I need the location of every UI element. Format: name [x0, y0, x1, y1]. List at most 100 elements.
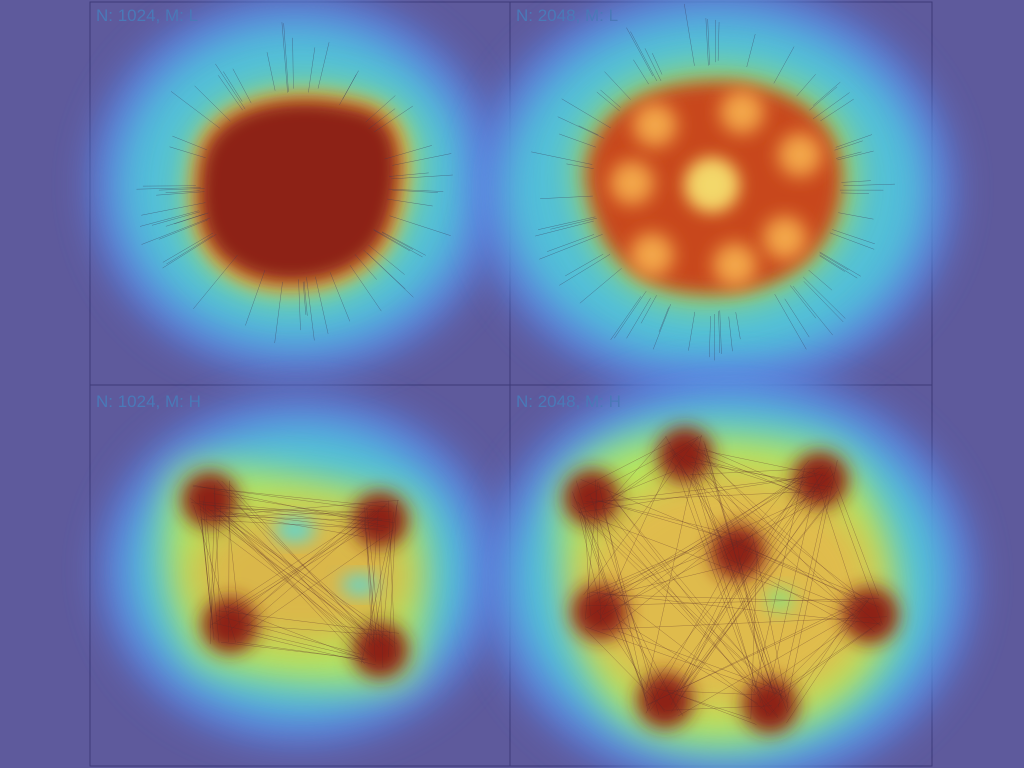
edge-link — [606, 488, 779, 717]
edge-link — [775, 621, 882, 695]
edge-link — [595, 479, 602, 625]
edge-spoke — [283, 23, 289, 92]
edge-link — [668, 477, 805, 700]
edge-link — [701, 462, 750, 541]
edge-spoke — [535, 220, 594, 237]
edge-link — [217, 508, 397, 645]
edge-link — [670, 535, 752, 706]
edge-spoke — [630, 31, 658, 82]
edge-link — [766, 487, 816, 699]
edge-link — [191, 502, 389, 528]
edge-link — [677, 694, 757, 725]
edge-spoke — [834, 140, 863, 151]
edge-spoke — [820, 98, 854, 122]
edge-spoke — [156, 191, 205, 196]
edge-spoke — [610, 296, 642, 340]
edge-link — [673, 495, 835, 699]
edge-link — [584, 626, 785, 697]
edge-spoke — [578, 125, 599, 136]
edge-spoke — [162, 234, 217, 269]
edge-spoke — [366, 252, 406, 290]
edge-link — [748, 568, 854, 628]
edge-link — [754, 467, 805, 692]
edge-link — [751, 533, 789, 709]
edge-link — [695, 448, 826, 477]
edge-spoke — [613, 291, 647, 339]
heat-cluster-bright — [763, 216, 807, 260]
heat-four-hole — [275, 518, 315, 542]
edge-link — [364, 519, 378, 640]
edge-link — [207, 507, 391, 634]
edge-spoke — [381, 231, 426, 256]
edge-link — [599, 564, 733, 598]
edge-link — [668, 446, 869, 603]
edge-link — [687, 442, 870, 610]
edge-link — [215, 508, 366, 513]
edge-link — [737, 555, 783, 700]
edge-link — [583, 476, 810, 504]
edge-link — [611, 436, 667, 499]
heat-cluster-bright — [630, 233, 674, 277]
edge-spoke — [392, 189, 438, 193]
edge-spoke — [705, 18, 709, 66]
edge-link — [382, 511, 394, 638]
edge-link — [201, 519, 211, 613]
edge-link — [368, 509, 379, 648]
edge-spoke — [717, 22, 720, 61]
edge-spoke — [812, 92, 850, 120]
edge-link — [201, 504, 382, 520]
edge-link — [228, 505, 371, 632]
edge-link — [584, 514, 591, 616]
edge-link — [207, 515, 383, 521]
edge-spoke — [374, 105, 414, 133]
edge-link — [618, 619, 759, 704]
edge-link — [602, 616, 888, 630]
edge-link — [695, 463, 776, 697]
edge-spoke — [626, 297, 651, 339]
heat-four-cluster — [182, 472, 238, 528]
edge-spoke — [329, 272, 351, 322]
edge-link — [578, 502, 647, 702]
edge-link — [211, 521, 378, 626]
edge-link — [216, 479, 369, 655]
edge-link — [744, 472, 836, 553]
edge-spoke — [559, 254, 611, 286]
edge-link — [611, 496, 777, 695]
edge-spoke — [708, 316, 711, 358]
edge-spoke — [538, 216, 596, 230]
edge-spoke — [835, 134, 873, 148]
edge-link — [192, 484, 386, 527]
edge-link — [388, 504, 397, 657]
edge-link — [239, 503, 388, 612]
edge-link — [768, 599, 870, 717]
heat-eight-hole — [766, 588, 794, 612]
edge-spoke — [317, 42, 330, 89]
edge-link — [759, 628, 872, 709]
edge-link — [703, 447, 803, 492]
edge-link — [228, 480, 230, 643]
edge-spoke — [728, 316, 733, 352]
edge-spoke — [774, 294, 807, 350]
edge-spoke — [392, 153, 452, 166]
edge-link — [227, 515, 240, 625]
edge-link — [585, 490, 820, 503]
edge-link — [679, 464, 768, 717]
edge-link — [364, 507, 372, 635]
edge-link — [589, 497, 744, 544]
edge-spoke — [688, 311, 696, 351]
edge-spoke — [550, 217, 597, 230]
heat-four-hole — [342, 575, 378, 595]
edge-link — [599, 500, 735, 536]
edge-link — [681, 489, 802, 683]
edge-link — [226, 507, 373, 646]
edge-link — [786, 614, 852, 713]
edge-link — [212, 512, 374, 659]
edge-link — [603, 594, 861, 603]
edge-spoke — [152, 211, 201, 226]
edge-spoke — [579, 268, 622, 304]
edge-link — [677, 613, 856, 717]
edge-spoke — [169, 146, 206, 159]
edge-link — [222, 511, 365, 664]
edge-link — [645, 480, 806, 694]
edge-spoke — [298, 279, 301, 331]
